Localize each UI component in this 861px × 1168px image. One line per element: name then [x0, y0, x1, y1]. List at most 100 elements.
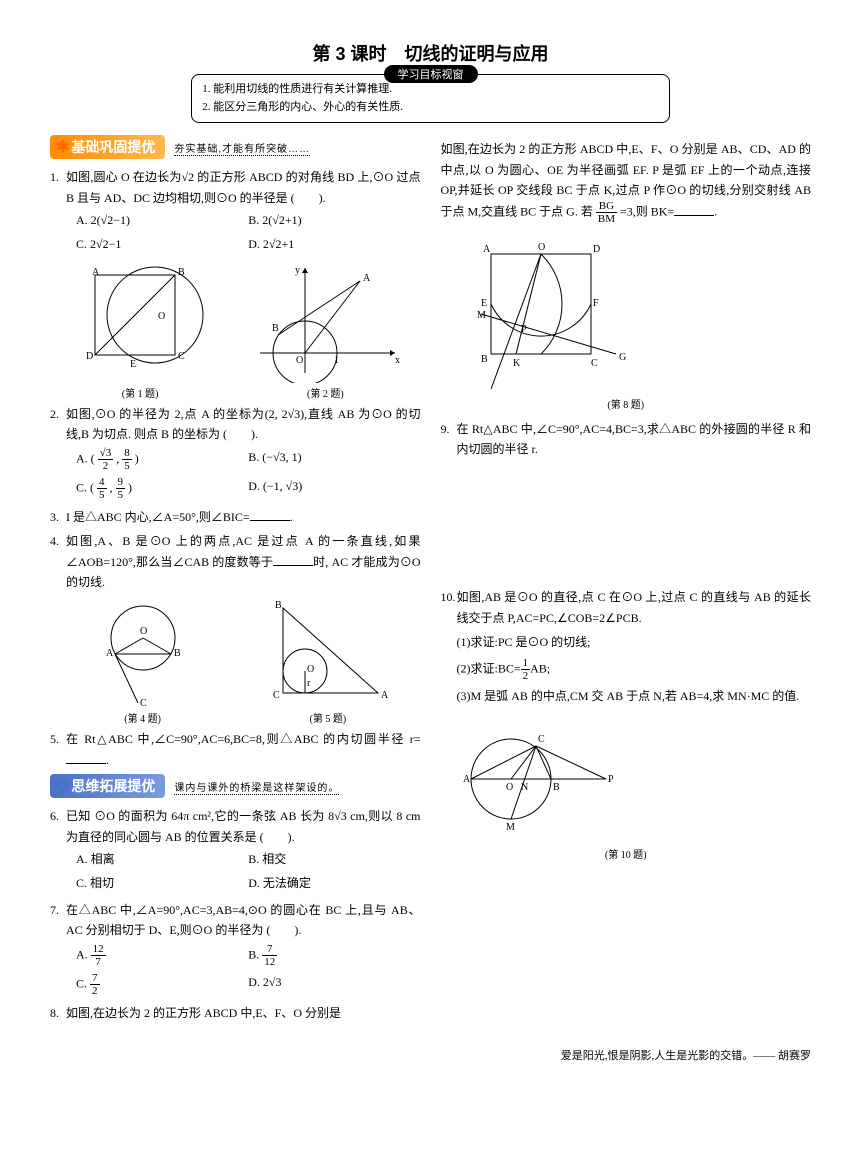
q10-num: 10. — [441, 587, 456, 607]
fig-row-1-2: A B C D E O (第 1 题) A — [50, 263, 421, 400]
figure-q1: A B C D E O — [70, 263, 210, 383]
svg-text:A: A — [106, 648, 114, 659]
question-6: 6. 已知 ⊙O 的面积为 64π cm²,它的一条弦 AB 长为 8√3 cm… — [50, 806, 421, 896]
q2-opt-b: B. (−√3, 1) — [248, 447, 420, 472]
figure-q5: B C A O r — [263, 598, 393, 708]
svg-text:A: A — [92, 267, 100, 278]
section1-hint: 夯实基础,才能有所突破…… — [174, 140, 310, 156]
svg-text:x: x — [395, 355, 400, 366]
svg-text:A: A — [483, 244, 491, 255]
objectives-box: 学习目标视窗 1. 能利用切线的性质进行有关计算推理. 2. 能区分三角形的内心… — [191, 74, 670, 123]
svg-text:B: B — [275, 600, 282, 611]
q5-blank — [66, 751, 106, 764]
q4-caption: (第 4 题) — [78, 710, 208, 725]
q4-num: 4. — [50, 531, 59, 551]
svg-text:B: B — [174, 648, 181, 659]
q3-text-a: I 是△ABC 内心,∠A=50°,则∠BIC= — [66, 510, 250, 524]
svg-text:O: O — [158, 311, 165, 322]
svg-text:O: O — [538, 242, 545, 253]
q2-opt-c: C. ( 45 , 95 ) — [76, 476, 248, 501]
q2-text: 如图,⊙O 的半径为 2,点 A 的坐标为(2, 2√3),直线 AB 为⊙O … — [66, 407, 421, 441]
q2-num: 2. — [50, 404, 59, 424]
q10-text: 如图,AB 是⊙O 的直径,点 C 在⊙O 上,过点 C 的直线与 AB 的延长… — [457, 590, 812, 624]
objective-2: 2. 能区分三角形的内心、外心的有关性质. — [202, 99, 659, 117]
svg-text:C: C — [273, 690, 280, 701]
q7-opt-c: C. 72 — [76, 972, 248, 997]
page-footer: 爱是阳光,恨是阴影,人生是光影的交错。—— 胡赛罗 — [50, 1047, 811, 1063]
svg-text:A: A — [363, 273, 371, 284]
svg-text:D: D — [86, 351, 93, 362]
q9-text: 在 Rt△ABC 中,∠C=90°,AC=4,BC=3,求△ABC 的外接圆的半… — [457, 422, 812, 456]
q9-num: 9. — [441, 419, 450, 439]
figure-q2: A B O 1 x y — [250, 263, 400, 383]
q1-caption: (第 1 题) — [70, 385, 210, 400]
question-8-cont: 如图,在边长为 2 的正方形 ABCD 中,E、F、O 分别是 AB、CD、AD… — [441, 139, 812, 225]
q9-workspace — [441, 463, 812, 583]
svg-text:A: A — [381, 690, 389, 701]
svg-text:r: r — [307, 678, 311, 689]
q10-part2: (2)求证:BC=12AB; — [457, 657, 812, 682]
q3-text-b: . — [290, 510, 293, 524]
svg-text:1: 1 — [334, 355, 339, 366]
svg-text:O: O — [506, 782, 513, 793]
question-5: 5. 在 Rt△ABC 中,∠C=90°,AC=6,BC=8,则△ABC 的内切… — [50, 729, 421, 770]
svg-text:E: E — [130, 359, 136, 370]
q8-caption: (第 8 题) — [441, 396, 812, 411]
q2-opt-d: D. (−1, √3) — [248, 476, 420, 501]
objective-1: 1. 能利用切线的性质进行有关计算推理. — [202, 81, 659, 99]
figure-q10: A O N B P C M — [441, 714, 621, 844]
q6-opt-c: C. 相切 — [76, 873, 248, 893]
q5-text-a: 在 Rt△ABC 中,∠C=90°,AC=6,BC=8,则△ABC 的内切圆半径… — [66, 732, 421, 746]
q3-blank — [250, 508, 290, 521]
svg-text:C: C — [178, 351, 185, 362]
svg-text:B: B — [272, 323, 279, 334]
q1-opt-a: A. 2(√2−1) — [76, 210, 248, 230]
q6-opt-b: B. 相交 — [248, 849, 420, 869]
q8-text-lead: 如图,在边长为 2 的正方形 ABCD 中,E、F、O 分别是 — [66, 1006, 341, 1020]
svg-text:B: B — [481, 354, 488, 365]
figure-q8-wrap: A O D E F M B K C G P (第 8 题) — [441, 234, 812, 411]
left-column: 基础巩固提优 夯实基础,才能有所突破…… 1. 如图,圆心 O 在边长为√2 的… — [50, 135, 421, 1027]
figure-q4: A B O C — [78, 598, 208, 708]
q1-opt-c: C. 2√2−1 — [76, 234, 248, 254]
q8-blank — [674, 203, 714, 216]
question-8-start: 8. 如图,在边长为 2 的正方形 ABCD 中,E、F、O 分别是 — [50, 1003, 421, 1023]
q2-opt-a: A. ( √32 , 85 ) — [76, 447, 248, 472]
q6-num: 6. — [50, 806, 59, 826]
q1-opt-b: B. 2(√2+1) — [248, 210, 420, 230]
svg-text:M: M — [477, 310, 486, 321]
svg-text:D: D — [593, 244, 600, 255]
question-10: 10. 如图,AB 是⊙O 的直径,点 C 在⊙O 上,过点 C 的直线与 AB… — [441, 587, 812, 706]
q10-part1: (1)求证:PC 是⊙O 的切线; — [457, 632, 812, 652]
svg-text:y: y — [295, 265, 300, 276]
question-4: 4. 如图,A、B 是⊙O 上的两点,AC 是过点 A 的一条直线,如果∠AOB… — [50, 531, 421, 592]
q7-opt-d: D. 2√3 — [248, 972, 420, 997]
q8-text-b: =3,则 BK= — [620, 205, 674, 219]
question-1: 1. 如图,圆心 O 在边长为√2 的正方形 ABCD 的对角线 BD 上,⊙O… — [50, 167, 421, 257]
q7-opt-b: B. 712 — [248, 943, 420, 968]
svg-text:E: E — [481, 298, 487, 309]
question-3: 3. I 是△ABC 内心,∠A=50°,则∠BIC=. — [50, 507, 421, 527]
q7-text: 在△ABC 中,∠A=90°,AC=3,AB=4,⊙O 的圆心在 BC 上,且与… — [66, 903, 421, 937]
q5-caption: (第 5 题) — [263, 710, 393, 725]
q2-caption: (第 2 题) — [250, 385, 400, 400]
section2-banner: 思维拓展提优 — [50, 774, 165, 798]
svg-text:B: B — [178, 267, 185, 278]
q7-opt-a: A. 127 — [76, 943, 248, 968]
q1-text: 如图,圆心 O 在边长为√2 的正方形 ABCD 的对角线 BD 上,⊙O 过点… — [66, 170, 421, 204]
svg-text:G: G — [619, 352, 626, 363]
q10-caption: (第 10 题) — [441, 846, 812, 861]
fig-row-4-5: A B O C (第 4 题) B C A O r (第 5 — [50, 598, 421, 725]
q7-num: 7. — [50, 900, 59, 920]
q5-num: 5. — [50, 729, 59, 749]
svg-text:A: A — [463, 774, 471, 785]
q1-opt-d: D. 2√2+1 — [248, 234, 420, 254]
svg-text:N: N — [521, 782, 528, 793]
page-title: 第 3 课时 切线的证明与应用 — [50, 40, 811, 66]
question-7: 7. 在△ABC 中,∠A=90°,AC=3,AB=4,⊙O 的圆心在 BC 上… — [50, 900, 421, 999]
objectives-header: 学习目标视窗 — [384, 65, 478, 83]
question-2: 2. 如图,⊙O 的半径为 2,点 A 的坐标为(2, 2√3),直线 AB 为… — [50, 404, 421, 503]
right-column: 如图,在边长为 2 的正方形 ABCD 中,E、F、O 分别是 AB、CD、AD… — [441, 135, 812, 1027]
q8-num: 8. — [50, 1003, 59, 1023]
svg-text:C: C — [140, 698, 147, 708]
